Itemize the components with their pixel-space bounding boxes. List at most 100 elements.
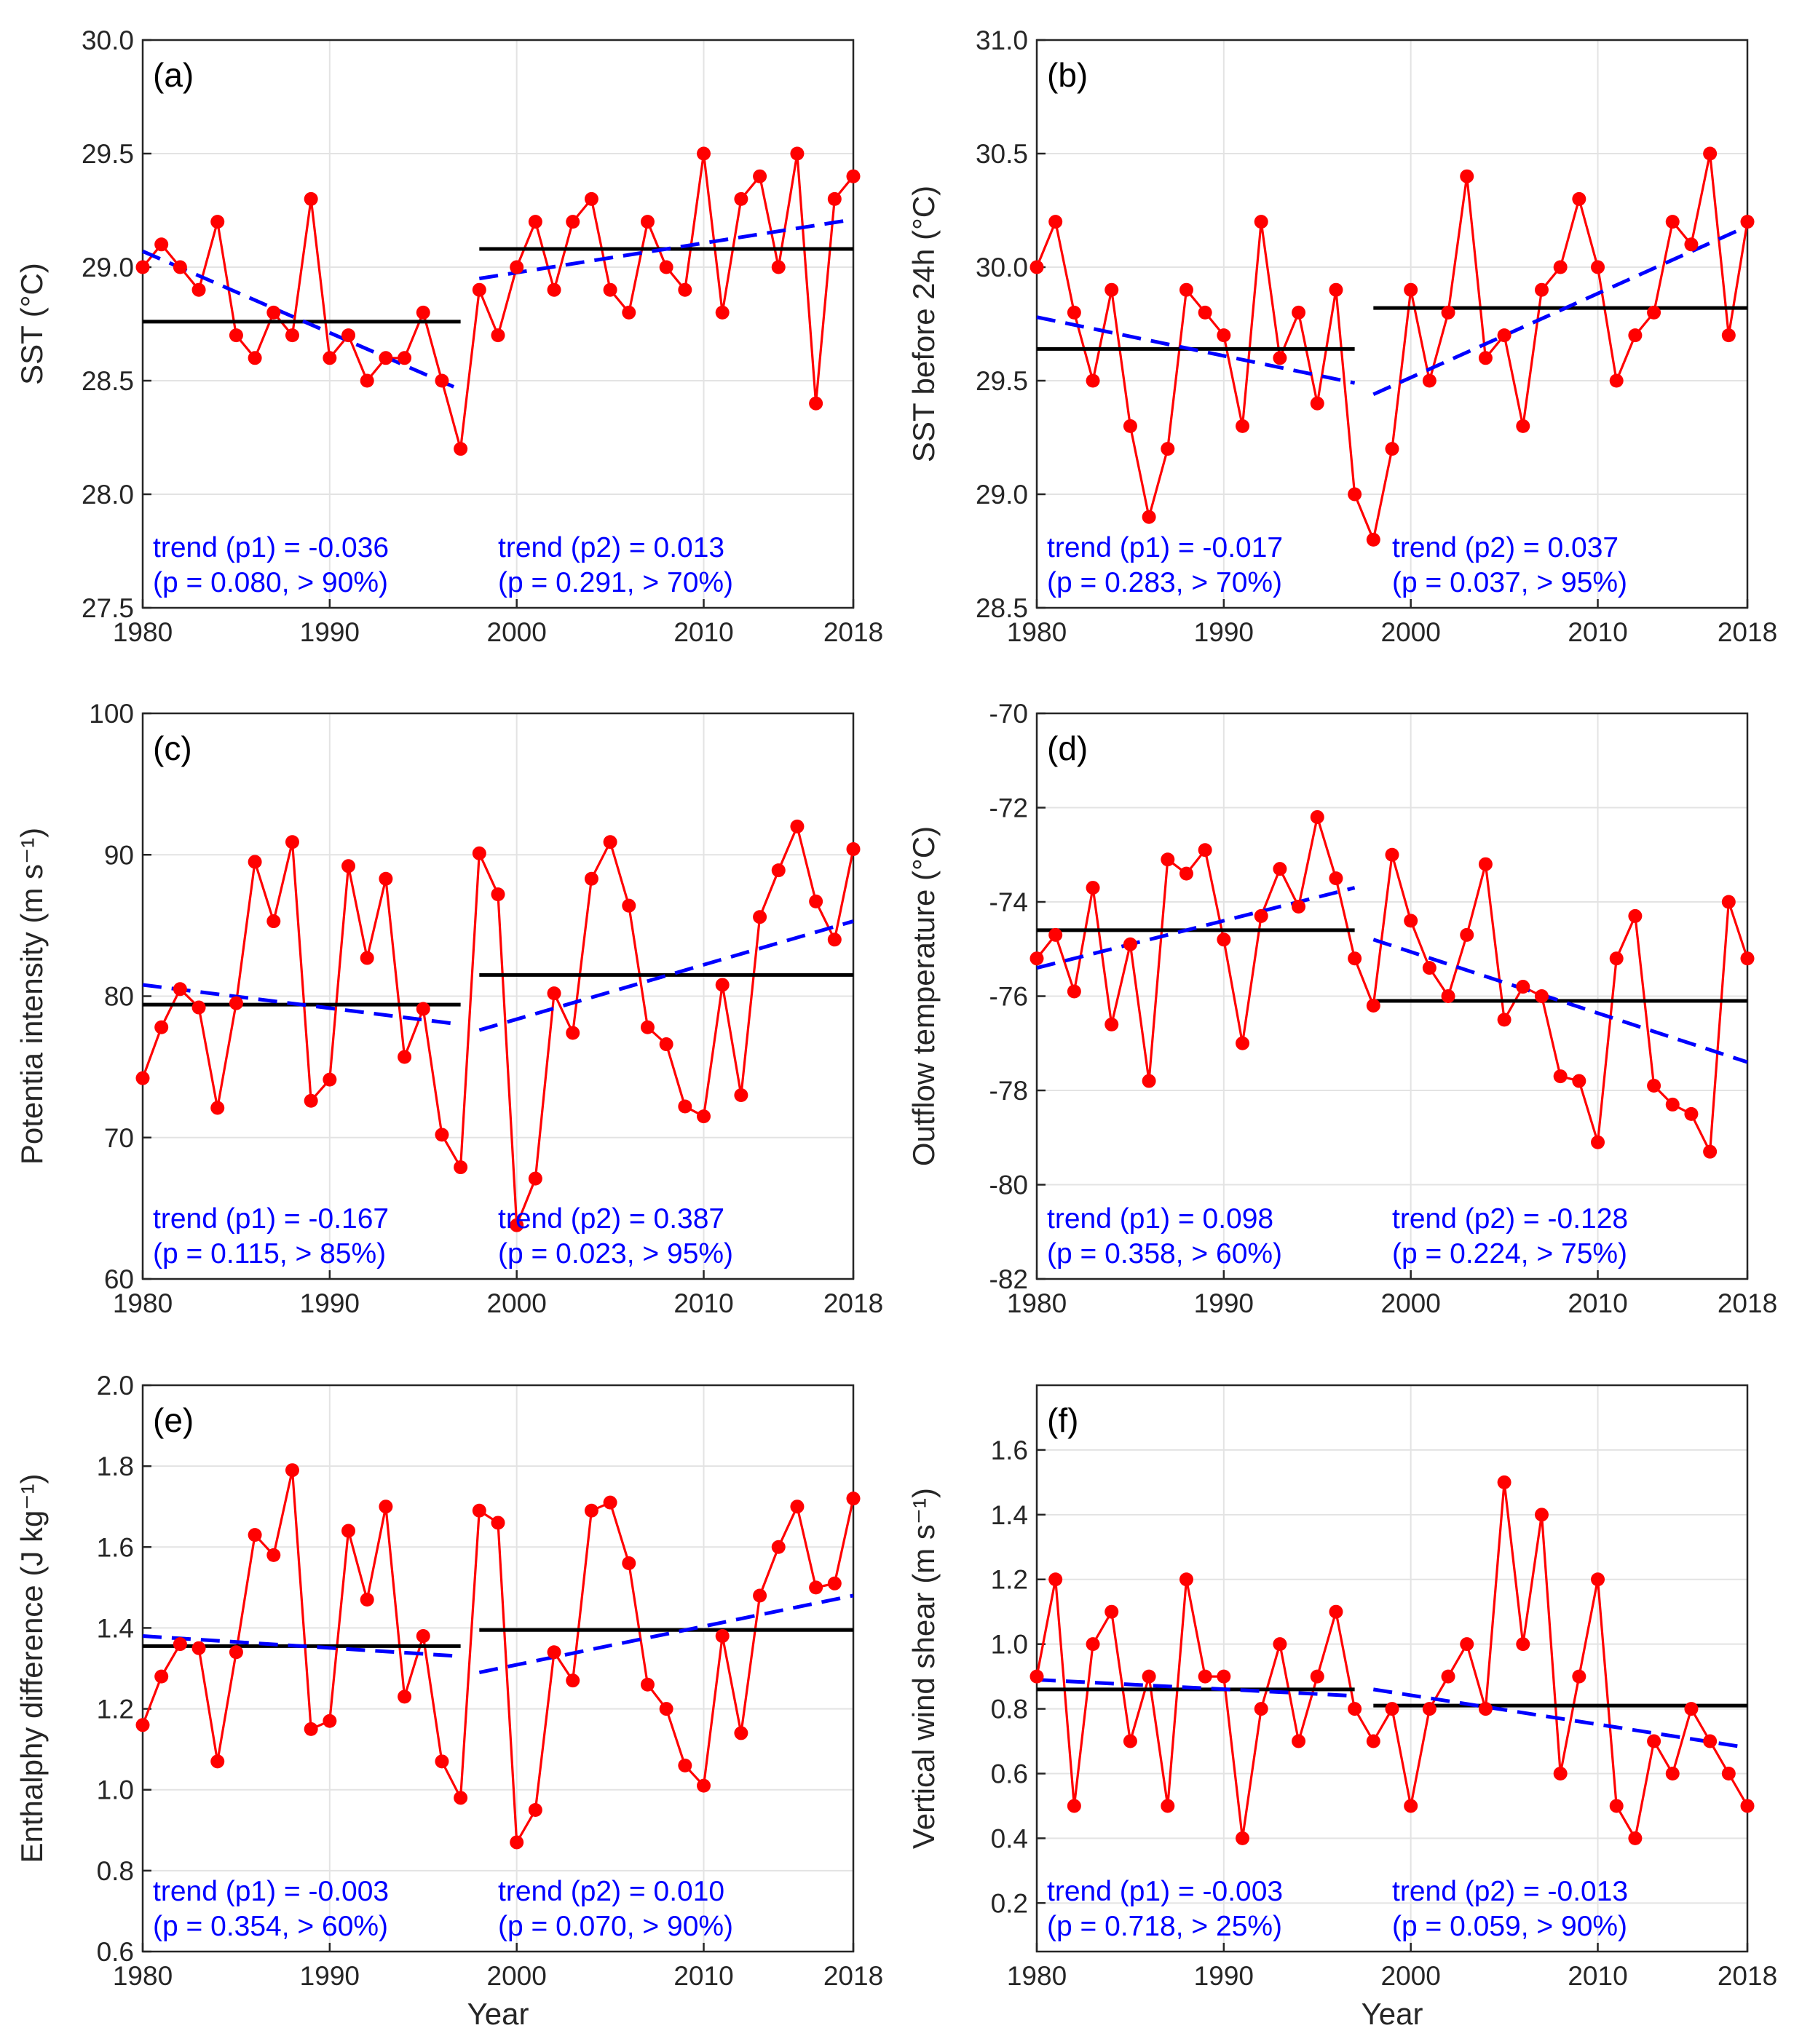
data-point	[1329, 282, 1343, 297]
data-point	[135, 1071, 150, 1085]
data-point	[771, 863, 786, 878]
y-tick-label: 100	[89, 699, 134, 729]
data-point	[1254, 908, 1268, 923]
data-point	[1329, 871, 1343, 886]
data-point	[827, 932, 842, 947]
trend-annotation-p2: trend (p2) = -0.013	[1392, 1876, 1628, 1907]
axes-frame	[1035, 39, 1749, 609]
data-point	[491, 887, 505, 902]
data-point	[566, 215, 580, 229]
data-point	[1609, 951, 1624, 966]
data-point	[1516, 980, 1530, 994]
panel-label: (a)	[153, 56, 194, 94]
data-point	[734, 191, 748, 206]
trend-line-p2	[1372, 938, 1748, 1064]
data-point	[771, 260, 786, 274]
trend-pvalue-p1: (p = 0.283, > 70%)	[1047, 567, 1282, 598]
data-point	[827, 191, 842, 206]
series-line	[1035, 815, 1749, 1153]
data-point	[1422, 961, 1437, 975]
data-point	[1273, 862, 1287, 876]
data-point	[210, 1754, 225, 1769]
x-tick-label: 1990	[300, 1288, 360, 1318]
data-point	[753, 1588, 767, 1603]
data-point	[809, 894, 823, 908]
data-point	[1217, 932, 1231, 947]
data-point	[1142, 510, 1156, 524]
x-tick-label: 2000	[487, 617, 547, 647]
x-tick-label: 2018	[1718, 1961, 1777, 1991]
data-point	[1348, 951, 1362, 966]
data-point	[827, 1576, 842, 1591]
panel-label: (d)	[1047, 729, 1088, 767]
data-point	[1572, 1669, 1586, 1684]
data-point	[1292, 1734, 1306, 1748]
y-tick-label: 60	[104, 1264, 134, 1294]
y-tick-label: 70	[104, 1123, 134, 1153]
data-point	[790, 146, 805, 161]
data-point	[1665, 215, 1680, 229]
data-point	[678, 282, 692, 297]
data-point	[154, 1020, 169, 1034]
data-point	[547, 1645, 561, 1660]
data-point	[715, 305, 730, 320]
data-point	[1628, 1831, 1643, 1845]
data-point	[285, 328, 299, 343]
x-tick-label: 1980	[1007, 1288, 1067, 1318]
trend-line-p2	[1372, 224, 1749, 397]
data-point	[584, 1503, 598, 1518]
data-point	[1609, 373, 1624, 388]
data-point	[678, 1758, 692, 1772]
data-point	[622, 305, 636, 320]
data-point	[640, 1020, 655, 1034]
data-point	[1236, 1036, 1250, 1050]
data-point	[379, 1500, 393, 1514]
data-point	[1591, 1135, 1605, 1149]
series-line	[1035, 1481, 1749, 1839]
data-point	[584, 871, 598, 886]
data-point	[435, 373, 449, 388]
axes-frame	[141, 1384, 855, 1953]
data-point	[1348, 487, 1362, 502]
data-point	[1348, 1702, 1362, 1716]
data-point	[1292, 899, 1306, 914]
data-point	[341, 859, 356, 874]
trend-line-p1	[1036, 315, 1356, 385]
y-tick-label: 2.0	[97, 1371, 134, 1401]
data-point	[846, 1492, 861, 1506]
panel-a: 1980 1990 2000 2010 2018 27.5 28.0 28.5 29.0 29.5…	[15, 25, 883, 647]
data-point	[210, 1101, 225, 1115]
data-point	[584, 191, 598, 206]
trend-line-p1	[142, 1634, 461, 1658]
trend-pvalue-p2: (p = 0.023, > 95%)	[498, 1238, 733, 1269]
x-tick-label: 1980	[1007, 1961, 1067, 1991]
data-point	[1385, 1702, 1399, 1716]
axes-frame	[141, 39, 855, 609]
data-point	[1067, 1799, 1081, 1813]
y-tick-label: 0.6	[97, 1937, 134, 1967]
data-point	[1329, 1604, 1343, 1619]
data-point	[697, 1109, 711, 1124]
y-axis-label: SST (°C)	[15, 263, 49, 385]
data-point	[1516, 1637, 1530, 1652]
data-point	[659, 260, 673, 274]
y-axis-label: SST before 24h (°C)	[906, 186, 941, 462]
data-point	[1179, 282, 1193, 297]
axes-frame	[1035, 1384, 1749, 1953]
data-point	[154, 1669, 169, 1684]
data-point	[135, 1718, 150, 1732]
data-point	[1198, 843, 1212, 857]
data-point	[1478, 1702, 1493, 1716]
data-point	[491, 1516, 505, 1530]
data-point	[1422, 373, 1437, 388]
data-point	[341, 328, 356, 343]
y-tick-label: 28.5	[82, 366, 134, 396]
data-point	[416, 1629, 430, 1644]
trend-pvalue-p1: (p = 0.115, > 85%)	[153, 1238, 386, 1269]
y-tick-label: -78	[989, 1076, 1028, 1106]
data-point	[809, 396, 823, 411]
data-point	[640, 215, 655, 229]
trend-pvalue-p1: (p = 0.358, > 60%)	[1047, 1238, 1282, 1269]
data-point	[416, 1002, 430, 1016]
